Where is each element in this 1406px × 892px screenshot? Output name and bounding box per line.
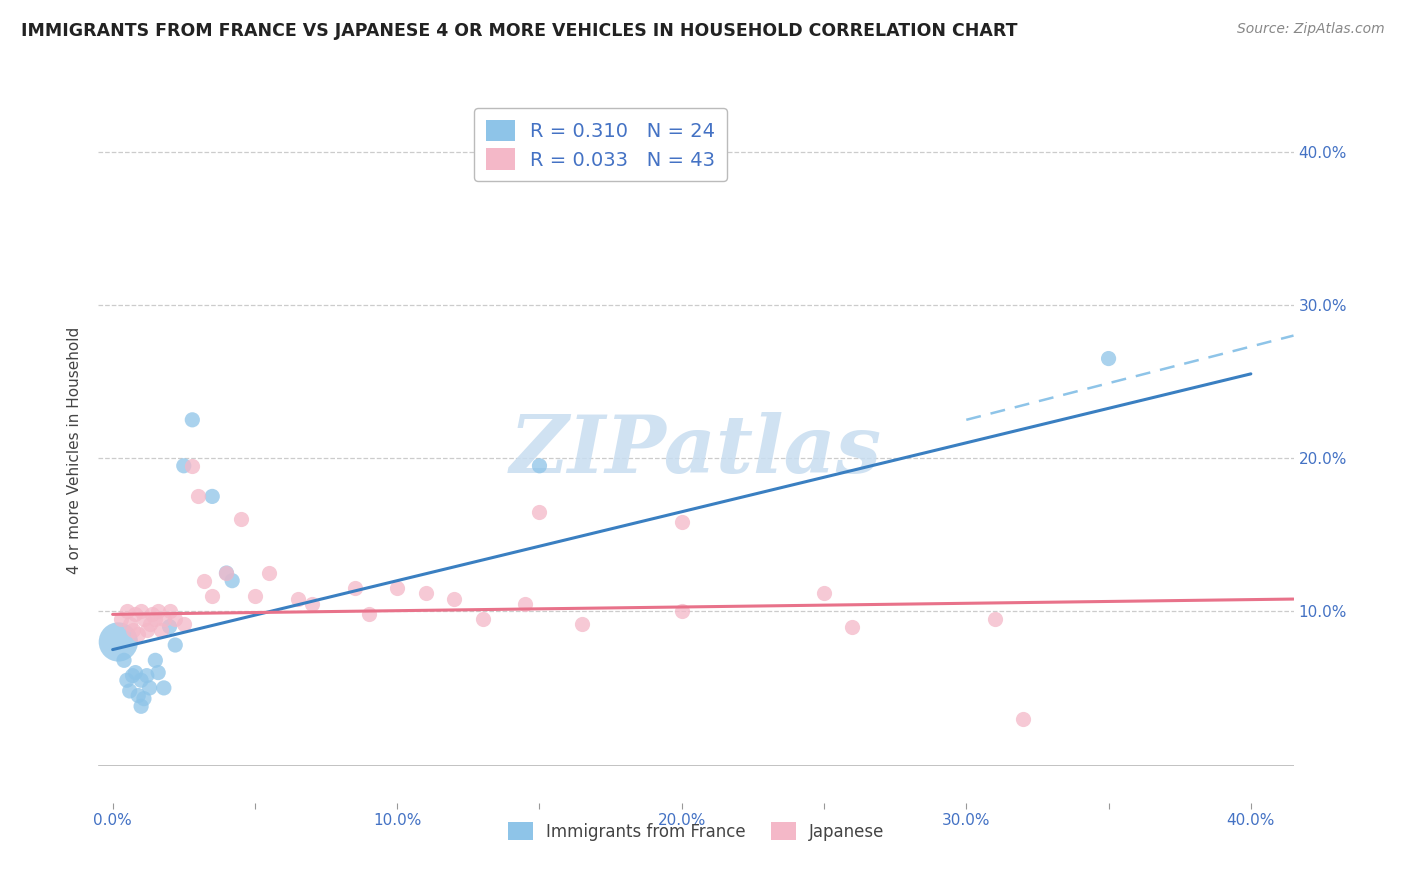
Point [1097, 351, 1119, 366]
Point [841, 619, 863, 633]
Point [165, 612, 187, 626]
Point [127, 689, 149, 703]
Point [301, 597, 323, 611]
Point [671, 516, 693, 530]
Point [257, 566, 280, 580]
Point [287, 592, 309, 607]
Point [1012, 712, 1035, 726]
Legend: Immigrants from France, Japanese: Immigrants from France, Japanese [501, 815, 891, 847]
Point [153, 681, 176, 695]
Point [159, 619, 181, 633]
Point [150, 623, 173, 637]
Point [118, 616, 141, 631]
Point [110, 612, 132, 626]
Point [215, 566, 238, 580]
Point [357, 607, 380, 622]
Point [385, 582, 409, 596]
Point [984, 612, 1007, 626]
Point [243, 589, 266, 603]
Point [135, 623, 157, 637]
Point [415, 586, 437, 600]
Point [138, 616, 160, 631]
Point [118, 684, 141, 698]
Point [515, 597, 537, 611]
Point [115, 673, 138, 688]
Point [138, 681, 160, 695]
Point [143, 653, 166, 667]
Point [201, 490, 224, 504]
Point [201, 589, 224, 603]
Point [148, 665, 170, 680]
Point [129, 604, 152, 618]
Point [187, 490, 209, 504]
Point [529, 505, 551, 519]
Point [135, 668, 157, 682]
Point [173, 458, 195, 473]
Point [193, 574, 215, 588]
Point [121, 623, 143, 637]
Point [115, 604, 138, 618]
Point [173, 616, 195, 631]
Point [221, 574, 243, 588]
Point [141, 607, 163, 622]
Point [215, 566, 238, 580]
Text: ZIPatlas: ZIPatlas [510, 412, 882, 489]
Point [165, 638, 187, 652]
Point [443, 592, 465, 607]
Point [571, 616, 593, 631]
Point [129, 673, 152, 688]
Point [471, 612, 494, 626]
Point [129, 699, 152, 714]
Point [159, 604, 181, 618]
Point [112, 653, 135, 667]
Point [143, 612, 166, 626]
Point [813, 586, 835, 600]
Point [132, 691, 155, 706]
Point [132, 612, 155, 626]
Y-axis label: 4 or more Vehicles in Household: 4 or more Vehicles in Household [67, 326, 83, 574]
Point [124, 607, 146, 622]
Point [127, 627, 149, 641]
Point [529, 458, 551, 473]
Point [671, 604, 693, 618]
Point [124, 665, 146, 680]
Point [343, 582, 366, 596]
Point [229, 512, 252, 526]
Text: Source: ZipAtlas.com: Source: ZipAtlas.com [1237, 22, 1385, 37]
Point [107, 635, 129, 649]
Point [181, 413, 204, 427]
Point [181, 458, 204, 473]
Point [121, 668, 143, 682]
Point [153, 612, 176, 626]
Point [148, 604, 170, 618]
Text: IMMIGRANTS FROM FRANCE VS JAPANESE 4 OR MORE VEHICLES IN HOUSEHOLD CORRELATION C: IMMIGRANTS FROM FRANCE VS JAPANESE 4 OR … [21, 22, 1018, 40]
